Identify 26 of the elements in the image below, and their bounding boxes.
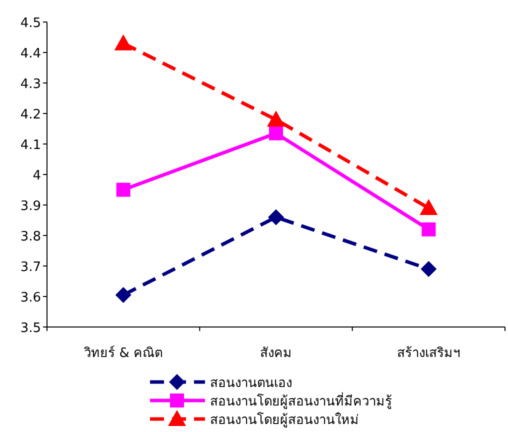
- point: [115, 286, 132, 303]
- legend-label: สอนงานโดยผู้สอนงานใหม่: [210, 412, 359, 428]
- point: [268, 209, 284, 226]
- legend-label: สอนงานตนเอง: [210, 376, 292, 391]
- y-tick-label: 3.7: [20, 260, 41, 275]
- point: [114, 34, 132, 50]
- y-tick-label: 4.2: [20, 108, 41, 122]
- point: [267, 110, 285, 127]
- y-tick-label: 3.9: [20, 199, 41, 214]
- point: [420, 261, 437, 278]
- point: [422, 222, 436, 236]
- point: [116, 182, 130, 197]
- x-tick-label: สังคม: [260, 346, 292, 361]
- legend-label: สอนงานโดยผู้สอนงานที่มีความรู้: [210, 392, 392, 410]
- y-tick-label: 4: [32, 168, 41, 184]
- y-tick-label: 4.3: [20, 77, 41, 92]
- x-tick-label: สร้างเสริมฯ: [397, 346, 460, 361]
- point: [269, 126, 283, 140]
- y-tick-label: 3.6: [20, 290, 41, 306]
- point: [420, 199, 438, 216]
- x-tick-label: วิทยร์ & คณิต: [83, 345, 163, 361]
- y-tick-label: 4.1: [20, 138, 41, 153]
- y-tick-label: 3.5: [20, 321, 41, 336]
- y-tick-label: 3.8: [20, 230, 41, 244]
- y-tick-label: 4.5: [20, 16, 41, 31]
- y-tick-label: 4.4: [20, 46, 41, 62]
